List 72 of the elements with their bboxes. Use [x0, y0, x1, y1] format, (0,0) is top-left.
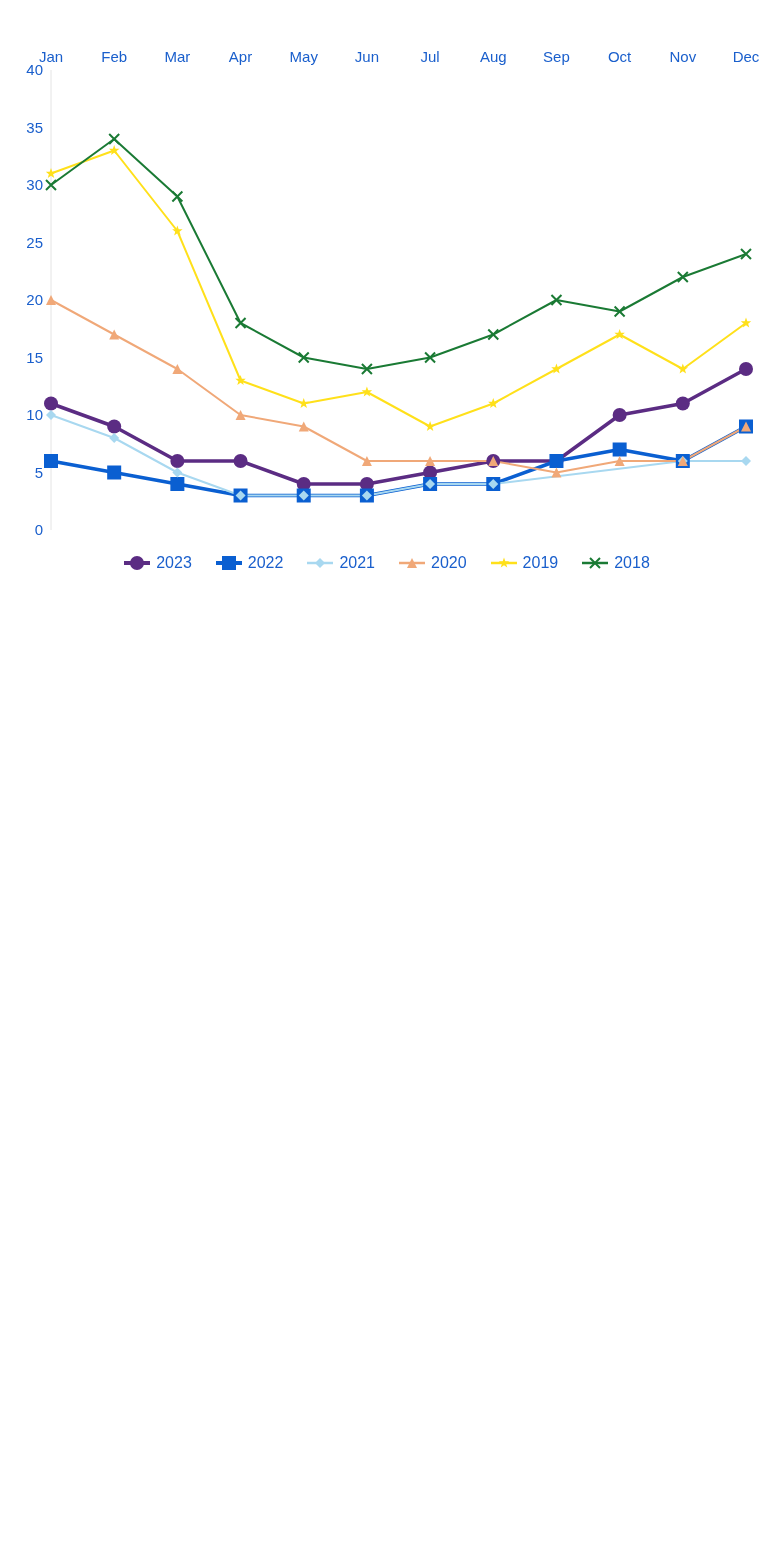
point: [676, 271, 689, 283]
y-tick-label: 25: [26, 233, 43, 251]
point: [108, 133, 121, 145]
x-tick-label: Dec: [732, 48, 760, 65]
point: [741, 456, 751, 466]
legend-label: 2019: [522, 554, 559, 572]
legend-label: 2020: [431, 554, 467, 572]
point: [172, 364, 183, 374]
point: [46, 410, 56, 420]
point: [108, 145, 120, 155]
point: [551, 363, 562, 374]
point: [171, 190, 184, 203]
point: [235, 410, 246, 420]
x-tick-label: May: [289, 48, 319, 65]
y-tick-label: 10: [26, 406, 43, 424]
point: [298, 421, 309, 432]
x-tick-label: Oct: [607, 48, 633, 65]
y-tick-label: 15: [26, 348, 43, 366]
point: [170, 477, 185, 491]
x-tick-label: Apr: [228, 48, 253, 65]
legend-label: 2021: [339, 554, 375, 572]
point: [425, 456, 436, 466]
point: [296, 477, 311, 491]
point: [361, 456, 372, 466]
point: [550, 294, 563, 306]
point: [109, 433, 120, 443]
point: [487, 328, 500, 341]
point: [233, 454, 248, 468]
point: [424, 351, 437, 364]
point: [675, 396, 690, 411]
x-tick-label: Nov: [669, 48, 697, 65]
legend-label: 2022: [247, 554, 284, 572]
point: [739, 362, 753, 376]
y-tick-label: 5: [34, 463, 43, 481]
point: [44, 454, 58, 468]
point: [740, 317, 752, 328]
point: [740, 248, 752, 260]
x-tick-label: Jun: [354, 48, 379, 65]
y-tick-label: 20: [26, 291, 43, 309]
point: [109, 329, 120, 340]
y-tick-label: 30: [26, 176, 43, 194]
point: [677, 363, 689, 374]
point: [235, 375, 246, 385]
legend-label: 2023: [156, 554, 192, 572]
x-tick-label: Mar: [164, 48, 191, 65]
point: [614, 329, 625, 339]
point: [613, 305, 626, 318]
point: [551, 467, 562, 478]
y-tick-label: 0: [34, 521, 43, 539]
point: [172, 467, 183, 478]
point: [44, 396, 58, 411]
point: [234, 317, 247, 329]
point: [359, 477, 374, 491]
y-tick-label: 35: [26, 118, 43, 136]
point: [45, 179, 57, 191]
point: [488, 398, 499, 408]
legend-label: 2018: [614, 554, 650, 572]
point: [361, 386, 373, 397]
point: [297, 351, 310, 364]
x-tick-label: Feb: [101, 48, 128, 65]
point: [170, 454, 185, 468]
point: [360, 363, 373, 375]
x-tick-label: Jul: [420, 48, 440, 65]
point: [107, 465, 122, 480]
point: [172, 225, 183, 236]
point: [612, 408, 627, 422]
x-tick-label: Aug: [479, 48, 507, 65]
point: [612, 442, 627, 457]
point: [46, 295, 56, 305]
point: [107, 419, 122, 434]
point: [614, 456, 625, 466]
x-tick-label: Sep: [543, 48, 570, 65]
